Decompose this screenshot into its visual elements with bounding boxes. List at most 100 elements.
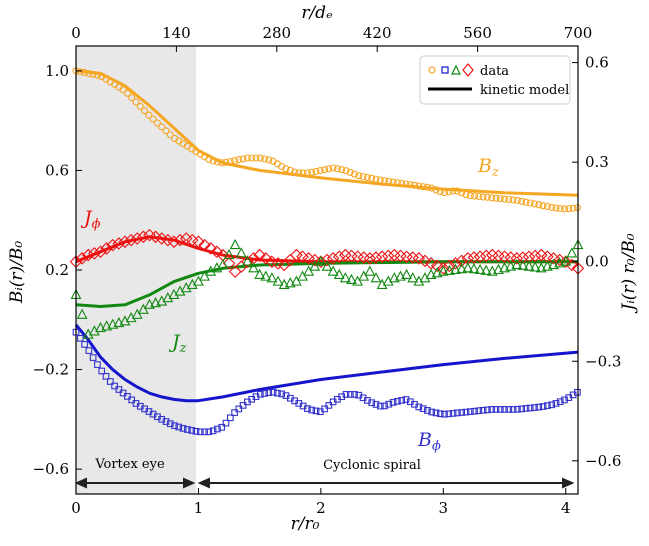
- jphi-data-point: [88, 247, 101, 260]
- legend-model-label: kinetic model: [480, 83, 569, 98]
- top-x-tick-label: 700: [564, 24, 593, 42]
- bphi-data-point: [449, 410, 457, 417]
- jphi-data-point: [516, 251, 530, 264]
- jphi-data-point: [259, 252, 273, 265]
- bz-data-point: [149, 115, 157, 123]
- bz-data-point: [145, 111, 153, 119]
- bphi-data-point: [175, 423, 183, 431]
- bphi-data-point: [192, 427, 200, 435]
- jphi-data-point: [449, 257, 462, 270]
- bz-data-point: [299, 169, 307, 177]
- bz-data-point: [496, 195, 504, 203]
- jphi-data-point: [198, 238, 211, 252]
- bz-data-point: [359, 172, 367, 181]
- bphi-data-point: [441, 410, 448, 418]
- bphi-data-point: [188, 427, 196, 434]
- bz-data-point: [440, 189, 449, 197]
- x-tick-label: 3: [439, 499, 449, 517]
- bz-data-point: [556, 204, 564, 213]
- bz-data-point: [462, 191, 470, 199]
- jz-data-point: [462, 262, 474, 273]
- jphi-data-point: [167, 235, 181, 249]
- bphi-data-point: [226, 414, 234, 422]
- jz-data-point: [401, 268, 412, 280]
- bphi-data-point: [385, 400, 393, 408]
- bz-data-point: [158, 123, 166, 131]
- jz-data-point: [456, 262, 468, 274]
- jz-data-point: [346, 273, 357, 285]
- bphi-data-point: [106, 378, 114, 385]
- bz-data-point: [530, 200, 539, 208]
- bz-data-point: [213, 158, 221, 166]
- bphi-data-point: [574, 388, 581, 396]
- jz-data-point: [107, 318, 119, 329]
- bphi-data-point: [205, 428, 213, 436]
- jphi-data-point: [204, 242, 217, 255]
- bphi-data-point: [128, 396, 136, 404]
- jz-data-point: [499, 262, 510, 273]
- jz-data-point: [284, 277, 296, 288]
- bz-data-point: [153, 119, 161, 127]
- x-tick-label: 2: [316, 499, 326, 517]
- jphi-data-point: [437, 262, 450, 275]
- bphi-data-point: [124, 393, 131, 400]
- bphi-data-point: [432, 409, 440, 417]
- left-y-tick-label: 1.0: [45, 62, 69, 80]
- jphi-data-point: [381, 249, 395, 263]
- bz-data-point: [513, 196, 521, 204]
- bphi-data-point: [372, 401, 380, 408]
- bz-data-point: [89, 70, 97, 78]
- bphi-data-point: [488, 406, 496, 413]
- bz-data-point: [509, 196, 517, 204]
- jz-data-point: [444, 264, 455, 275]
- bphi-data-point: [475, 407, 483, 415]
- jz-data-point: [358, 270, 370, 281]
- bz-data-point: [141, 107, 149, 115]
- bz-data-point: [449, 187, 457, 195]
- jphi-data-point: [363, 252, 377, 265]
- bphi-data-point: [166, 420, 174, 428]
- bz-data-point: [321, 166, 329, 174]
- vortex-eye-shading: [76, 46, 196, 494]
- jz-data-point: [450, 263, 461, 275]
- bphi-data-point: [214, 425, 221, 433]
- x-tick-label: 1: [194, 499, 204, 517]
- bz-data-point: [162, 127, 170, 135]
- bphi-data-point: [346, 391, 354, 398]
- left-y-axis-title: Bᵢ(r)/B₀: [7, 241, 27, 305]
- jphi-data-point: [81, 248, 95, 262]
- bphi-model-line: [74, 323, 579, 403]
- bz-data-point: [261, 155, 269, 163]
- bphi-data-point: [308, 406, 316, 414]
- bphi-data-point: [171, 422, 178, 430]
- bz-data-point: [470, 192, 479, 200]
- bphi-data-point: [531, 404, 538, 411]
- jz-data-point: [529, 261, 541, 272]
- bz-data-point: [312, 167, 320, 175]
- bz-data-point: [333, 165, 341, 173]
- jz-data-point: [254, 268, 266, 280]
- jz-data-point: [395, 270, 406, 281]
- jphi-data-point: [332, 250, 346, 264]
- jphi-data-point: [479, 249, 493, 263]
- bphi-data-point: [111, 382, 118, 390]
- bz-data-point: [132, 98, 140, 106]
- data-markers: [69, 67, 585, 436]
- jz-data-point: [309, 260, 321, 271]
- bphi-data-point: [235, 405, 243, 413]
- top-x-tick-label: 560: [463, 24, 492, 42]
- bz-data-point: [282, 165, 290, 173]
- jphi-data-point: [118, 235, 132, 249]
- bz-data-point: [458, 189, 466, 197]
- bphi-data-point: [325, 402, 333, 409]
- bphi-data-point: [552, 400, 560, 407]
- jz-data-point: [199, 270, 210, 281]
- right-y-tick-label: 0.6: [585, 54, 609, 72]
- bz-data-point: [428, 184, 436, 192]
- jphi-data-point: [473, 250, 487, 264]
- bphi-data-point: [484, 406, 491, 414]
- bphi-data-point: [509, 406, 517, 413]
- bphi-data-point: [389, 399, 397, 406]
- bz-data-point: [256, 154, 264, 162]
